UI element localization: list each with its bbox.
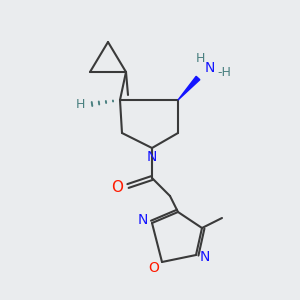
Text: N: N [205,61,215,75]
Text: O: O [148,261,159,275]
Text: H: H [75,98,85,110]
Text: N: N [147,150,157,164]
Text: -H: -H [217,65,231,79]
Text: H: H [195,52,205,64]
Text: O: O [111,179,123,194]
Text: N: N [200,250,210,264]
Polygon shape [178,76,200,100]
Text: N: N [138,213,148,227]
